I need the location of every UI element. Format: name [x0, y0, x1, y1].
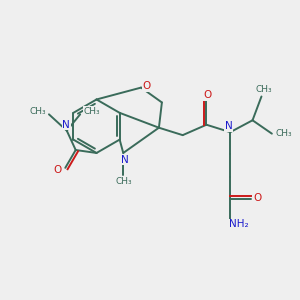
- Text: O: O: [254, 193, 262, 202]
- Text: CH₃: CH₃: [83, 107, 100, 116]
- Text: NH₂: NH₂: [230, 219, 249, 229]
- Text: CH₃: CH₃: [275, 129, 292, 138]
- Text: N: N: [121, 154, 129, 164]
- Text: N: N: [62, 120, 70, 130]
- Text: CH₃: CH₃: [256, 85, 272, 94]
- Text: O: O: [142, 81, 151, 91]
- Text: CH₃: CH₃: [115, 177, 132, 186]
- Text: O: O: [203, 90, 211, 100]
- Text: O: O: [54, 165, 62, 175]
- Text: CH₃: CH₃: [29, 107, 46, 116]
- Text: N: N: [225, 121, 232, 131]
